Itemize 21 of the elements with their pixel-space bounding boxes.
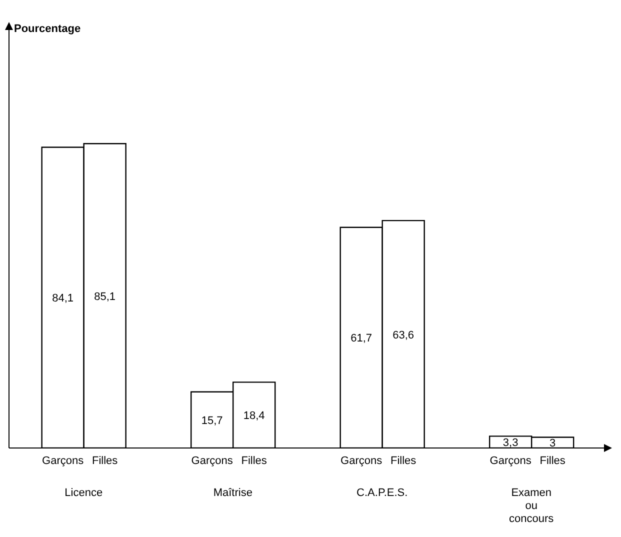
x-tick-label: C.A.P.E.S. <box>356 487 408 499</box>
text: Filles <box>241 455 267 467</box>
data-label: 61,7 <box>350 332 372 345</box>
series-label: Filles <box>92 455 118 467</box>
data-label: 3,3 <box>502 437 518 450</box>
text: Garçons <box>191 455 233 467</box>
data-label: 3 <box>550 438 556 450</box>
data-label: 15,7 <box>201 414 223 427</box>
text: Filles <box>540 455 566 467</box>
x-tick-label: Examen ou concours <box>509 487 554 525</box>
data-label: 18,4 <box>243 410 265 422</box>
series-label: Garçons <box>42 455 84 467</box>
x-tick-label: Maîtrise <box>213 487 252 499</box>
text: Pourcentage <box>14 23 81 35</box>
text: Garçons <box>490 455 532 467</box>
x-tick-label: Licence <box>64 487 103 499</box>
text: Filles <box>390 455 416 467</box>
data-label: 84,1 <box>52 292 74 305</box>
data-label: 63,6 <box>392 329 414 342</box>
data-label: 85,1 <box>94 290 116 303</box>
text: Garçons <box>340 455 382 467</box>
